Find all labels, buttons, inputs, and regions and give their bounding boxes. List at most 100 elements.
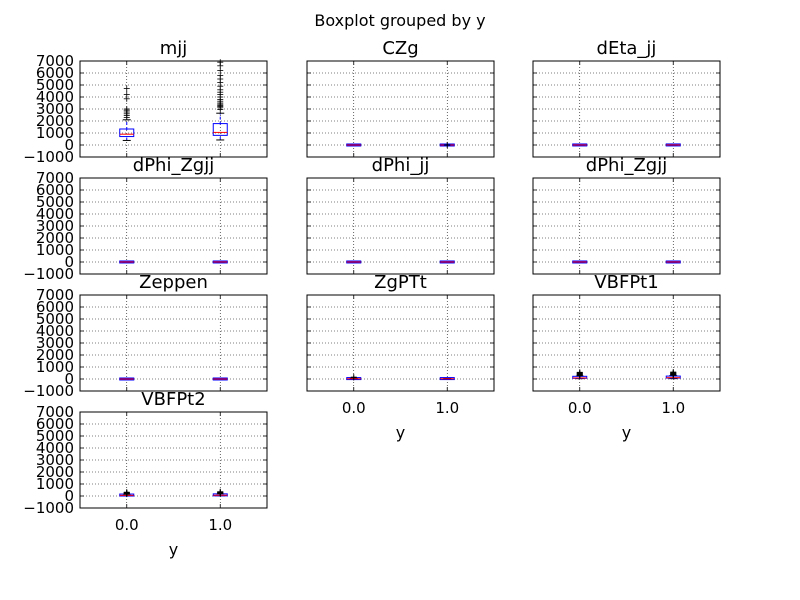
y-tick-label: 5000 [36,76,74,94]
x-tick-label: 0.0 [342,399,366,417]
y-tick-label: 3000 [36,334,74,352]
x-tick-label: 1.0 [435,399,459,417]
y-tick-label: 7000 [36,286,74,304]
flier-point [123,489,130,496]
y-tick-label: 5000 [36,427,74,445]
box-1.0 [439,141,455,149]
flier-point [123,91,130,98]
y-tick-label: −1000 [23,265,74,283]
x-axis-label: y [169,540,178,559]
y-tick-label: 6000 [36,181,74,199]
y-tick-label: 7000 [36,52,74,70]
box-iqr [119,128,135,138]
box-0.0 [346,374,362,381]
subplot-vbfpt1: 0.0 1.0 y VBFPt1 [532,272,721,442]
y-tick-label: 1000 [36,358,74,376]
subplot-title: dPhi_jj [372,155,430,176]
y-tick-label: 4000 [36,88,74,106]
flier-point [350,374,357,381]
box-0.0 [572,260,588,264]
y-tick-label: 6000 [36,415,74,433]
subplot-czg: CZg [306,38,495,158]
y-tick-label: 6000 [36,298,74,316]
flier-point [123,85,130,92]
box-0.0 [119,377,135,381]
flier-point [217,59,224,66]
subplot-title: dPhi_Zgjj [586,155,667,176]
box-1.0 [665,143,681,147]
box-0.0 [119,260,135,264]
x-tick-label: 0.0 [568,399,592,417]
box-1.0 [212,377,228,381]
subplot-dphi-jj: dPhi_jj [306,155,495,275]
x-axis-label: y [396,423,405,442]
y-tick-label: 2000 [36,463,74,481]
flier-point [123,106,130,112]
figure-suptitle: Boxplot grouped by y [314,11,485,30]
subplot-title: dEta_jj [597,38,657,59]
box-0.0 [346,260,362,264]
x-tick-label: 1.0 [661,399,685,417]
y-tick-label: 1000 [36,241,74,259]
y-tick-label: 2000 [36,112,74,130]
subplot-title: dPhi_Zgjj [133,155,214,176]
box-1.0 [212,488,228,497]
y-tick-label: 6000 [36,64,74,82]
x-tick-label: 0.0 [115,516,139,534]
box-1.0 [439,260,455,264]
y-tick-label: 3000 [36,217,74,235]
subplot-dphi-zgjj: dPhi_Zgjj [532,155,721,275]
flier-point [217,488,224,495]
y-tick-label: 0 [64,253,74,271]
y-tick-label: 3000 [36,100,74,118]
box-1.0 [665,260,681,264]
y-tick-label: 1000 [36,475,74,493]
subplot-zgptt: 0.0 1.0 y ZgPTt [306,272,495,442]
y-tick-label: 2000 [36,229,74,247]
y-tick-label: 4000 [36,322,74,340]
y-tick-label: 7000 [36,403,74,421]
box-0.0 [119,85,135,141]
y-tick-label: −1000 [23,382,74,400]
box-0.0 [572,143,588,147]
subplot-title: mjj [160,38,188,59]
y-tick-label: 1000 [36,124,74,142]
y-tick-label: 0 [64,370,74,388]
box-1.0 [439,377,455,381]
flier-point [576,369,583,376]
x-axis-label: y [622,423,631,442]
subplot-title: VBFPt1 [594,272,658,293]
y-tick-label: 3000 [36,451,74,469]
y-tick-label: −1000 [23,148,74,166]
box-iqr [212,123,228,136]
subplot-deta-jj: dEta_jj [532,38,721,158]
y-tick-label: 4000 [36,205,74,223]
flier-point [444,142,451,149]
subplot-title: CZg [382,38,418,59]
y-tick-label: 0 [64,487,74,505]
x-tick-label: 1.0 [208,516,232,534]
y-tick-label: 5000 [36,193,74,211]
subplot-title: VBFPt2 [141,389,205,410]
y-tick-label: 0 [64,136,74,154]
subplot-title: ZgPTt [374,272,427,293]
box-0.0 [119,489,135,498]
y-tick-label: 4000 [36,439,74,457]
y-tick-label: 7000 [36,169,74,187]
y-tick-label: 5000 [36,310,74,328]
y-tick-label: −1000 [23,499,74,517]
y-tick-label: 2000 [36,346,74,364]
box-1.0 [665,369,681,380]
box-1.0 [212,260,228,264]
subplot-title: Zeppen [139,272,208,293]
box-0.0 [346,143,362,147]
box-0.0 [572,369,588,380]
box-1.0 [212,59,228,141]
flier-point [670,369,677,376]
